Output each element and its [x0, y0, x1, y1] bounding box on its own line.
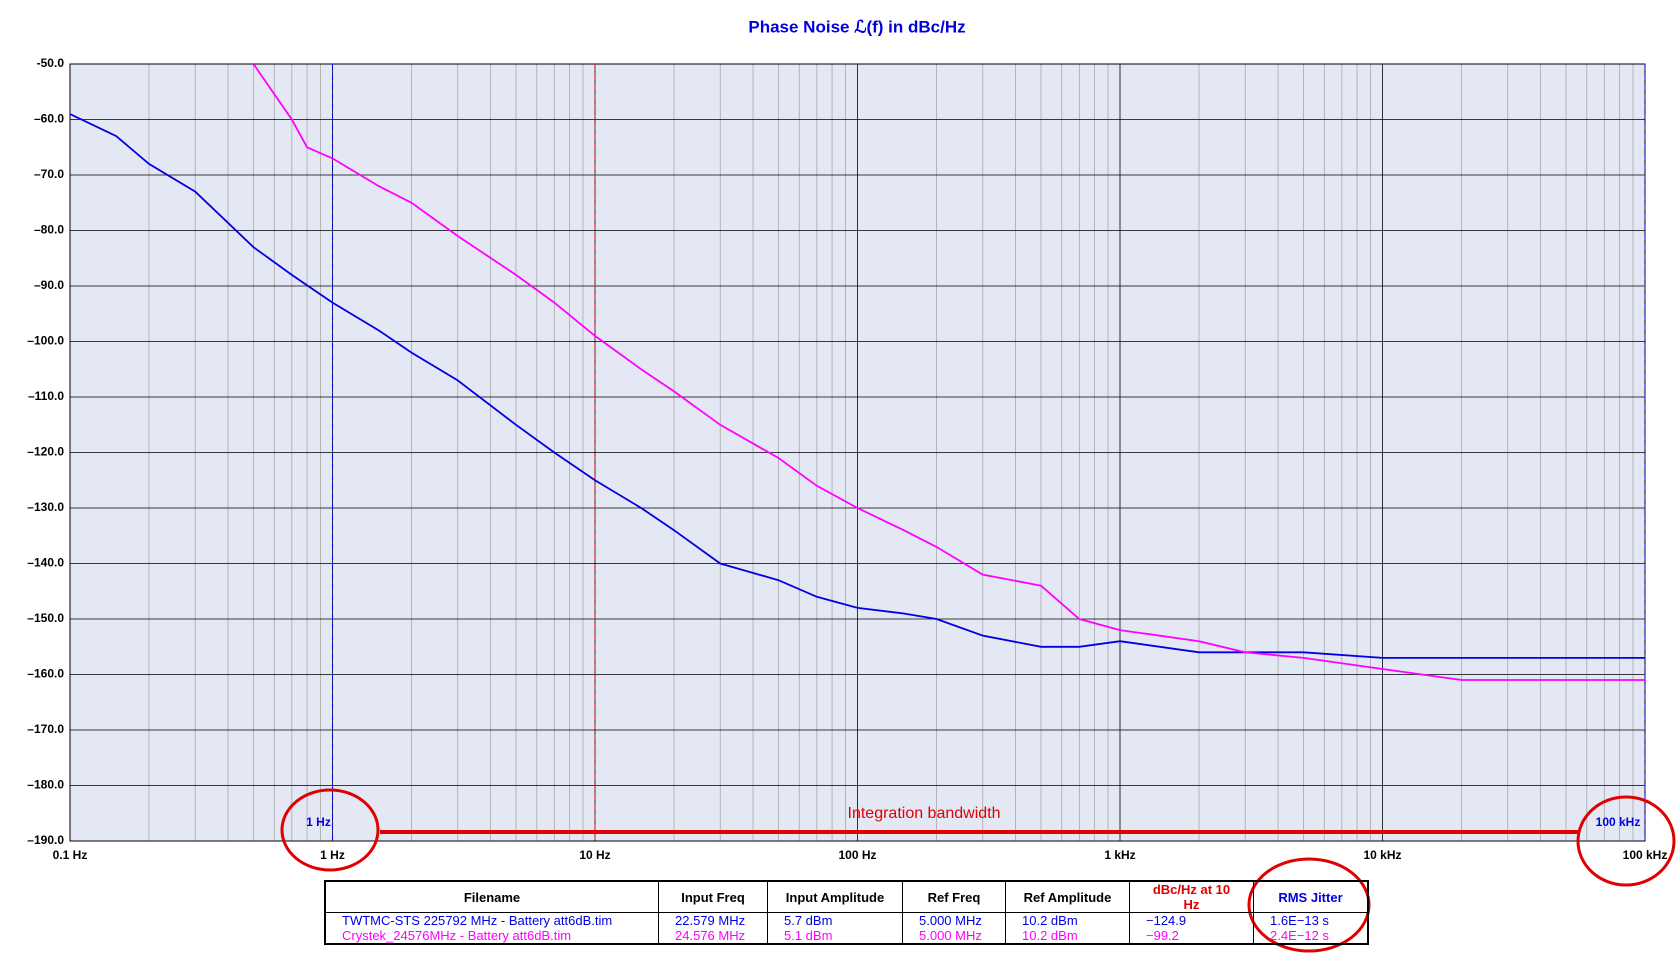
table-cell: Input Freq [658, 881, 768, 913]
table-cell: 5.000 MHz [902, 912, 1006, 928]
table-cell: 2.4E−12 s [1253, 928, 1368, 944]
y-tick-label: –60.0 [34, 112, 64, 126]
bandwidth-end-label: 100 kHz [1596, 815, 1641, 829]
bandwidth-start-label: 1 Hz [306, 815, 331, 829]
table-cell: Ref Amplitude [1005, 881, 1130, 913]
table-cell: 5.000 MHz [902, 928, 1006, 944]
series-line [252, 64, 1645, 681]
y-tick-label: –140.0 [27, 556, 64, 570]
y-tick-label: –80.0 [34, 223, 64, 237]
y-tick-label: –130.0 [27, 500, 64, 514]
x-tick-label: 1 kHz [1104, 848, 1135, 862]
plot-frame [69, 63, 1646, 842]
y-tick-label: –70.0 [34, 167, 64, 181]
x-tick-label: 100 kHz [1623, 848, 1668, 862]
table-cell: 10.2 dBm [1005, 928, 1130, 944]
table-cell: Input Amplitude [767, 881, 903, 913]
table-cell: RMS Jitter [1253, 881, 1368, 913]
table-cell: Ref Freq [902, 881, 1006, 913]
table-cell: 5.1 dBm [767, 928, 903, 944]
table-cell: 10.2 dBm [1005, 912, 1130, 928]
bandwidth-label: Integration bandwidth [848, 805, 1001, 822]
table-cell: Filename [324, 881, 659, 913]
highlight-circle [280, 788, 380, 872]
series-group [70, 64, 1645, 681]
table-cell: 5.7 dBm [767, 912, 903, 928]
table-cell: −124.9 [1129, 912, 1254, 928]
y-tick-label: –160.0 [27, 667, 64, 681]
chart-title: Phase Noise ℒ(f) in dBc/Hz [748, 17, 965, 36]
table-cell: 22.579 MHz [658, 912, 768, 928]
y-tick-label: –100.0 [27, 334, 64, 348]
y-tick-label: –180.0 [27, 778, 64, 792]
x-tick-label: 10 Hz [579, 848, 610, 862]
y-tick-label: –90.0 [34, 278, 64, 292]
legend-table: Filename Input Freq Input Amplitude Ref Fre… [324, 880, 1369, 945]
x-tick-label: 0.1 Hz [53, 848, 88, 862]
table-cell: TWTMC-STS 225792 MHz - Battery att6dB.ti… [324, 912, 659, 928]
y-tick-label: –170.0 [27, 722, 64, 736]
table-cell: −99.2 [1129, 928, 1254, 944]
table-cell: 24.576 MHz [658, 928, 768, 944]
x-tick-label: 1 Hz [320, 848, 345, 862]
y-tick-label: -50.0 [37, 56, 65, 70]
x-tick-label: 100 Hz [838, 848, 876, 862]
highlight-circle [1576, 795, 1676, 887]
x-tick-label: 10 kHz [1363, 848, 1401, 862]
table-cell: dBc/Hz at 10 Hz [1129, 881, 1254, 913]
y-tick-label: –190.0 [27, 833, 64, 847]
y-tick-label: –150.0 [27, 611, 64, 625]
series-line [70, 113, 1645, 659]
y-tick-label: –120.0 [27, 445, 64, 459]
y-tick-label: –110.0 [28, 389, 64, 403]
table-cell: 1.6E−13 s [1253, 912, 1368, 928]
table-cell: Crystek_24576MHz - Battery att6dB.tim [324, 928, 659, 944]
